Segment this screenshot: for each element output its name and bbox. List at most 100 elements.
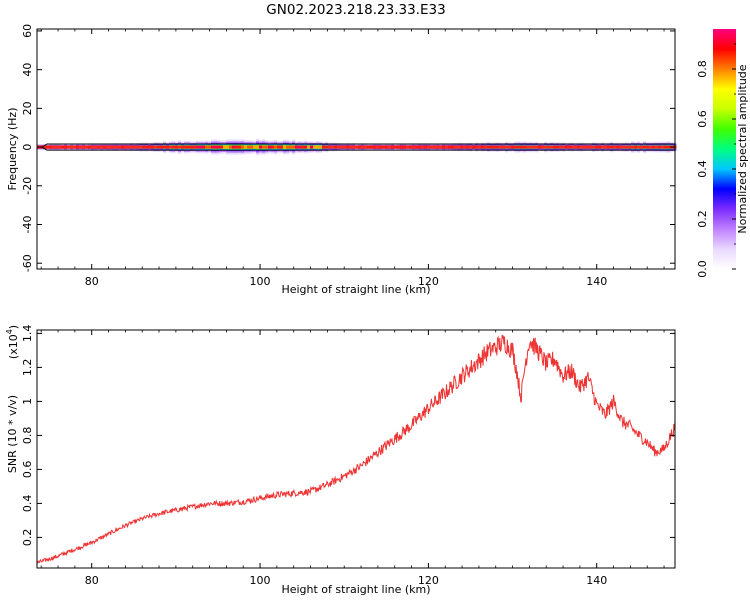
spectrogram-cell bbox=[376, 145, 380, 149]
spectrogram-cell bbox=[421, 145, 425, 149]
spectrogram-cell bbox=[331, 145, 335, 149]
colorbar-tick-label: 0.0 bbox=[696, 260, 709, 278]
spectrogram-cell bbox=[52, 145, 56, 149]
spectrogram-cell bbox=[118, 145, 122, 149]
snr-y-tick-label: 0.4 bbox=[21, 495, 34, 513]
spectrogram-cell bbox=[628, 145, 632, 149]
spectrogram-cell bbox=[349, 145, 353, 149]
spectrogram-cell bbox=[145, 145, 149, 149]
colorbar-tick-label: 0.8 bbox=[696, 60, 709, 78]
spectrogram-cell bbox=[121, 145, 125, 149]
spectrogram-cell bbox=[367, 145, 371, 149]
spectrogram-cell bbox=[388, 145, 392, 149]
spectrogram-cell bbox=[94, 145, 98, 149]
spectrogram-cell bbox=[166, 145, 170, 149]
spectrogram-cell bbox=[415, 145, 419, 149]
spectrogram-cell bbox=[313, 145, 317, 149]
spectrogram-cell bbox=[586, 145, 590, 149]
spectrogram-cell bbox=[271, 145, 275, 149]
snr-plot-frame bbox=[36, 329, 676, 569]
spectrogram-cell bbox=[463, 145, 467, 149]
snr-y-tick-label: 1 bbox=[21, 398, 34, 405]
spectrogram-cell bbox=[175, 145, 179, 149]
spectrogram-cell bbox=[418, 145, 422, 149]
spectrogram-y-tick-label: 60 bbox=[21, 24, 34, 38]
colorbar-tick-label: 0.4 bbox=[696, 160, 709, 178]
spectrogram-axes: 80 100 120 140 -60 -40 -20 0 20 40 60 bbox=[21, 24, 675, 288]
spectrogram-cell bbox=[88, 145, 92, 149]
snr-y-tick-label: 0.2 bbox=[21, 529, 34, 547]
spectrogram-cell bbox=[115, 145, 119, 149]
spectrogram-cell bbox=[490, 145, 494, 149]
spectrogram-cell bbox=[97, 145, 101, 149]
spectrogram-y-tick-label: -60 bbox=[21, 254, 34, 272]
spectrogram-x-tick-label: 120 bbox=[418, 275, 439, 288]
spectrogram-cell bbox=[142, 145, 146, 149]
spectrogram-cell bbox=[424, 145, 428, 149]
spectrogram-cell bbox=[634, 145, 638, 149]
spectrogram-cell bbox=[508, 145, 512, 149]
spectrogram-x-tick-label: 140 bbox=[586, 275, 607, 288]
spectrogram-cell bbox=[355, 145, 359, 149]
spectrogram-cell bbox=[187, 145, 191, 149]
spectrogram-cell bbox=[220, 145, 224, 149]
snr-x-tick-label: 120 bbox=[418, 574, 439, 587]
spectrogram-cell bbox=[112, 145, 116, 149]
snr-y-tick-label: 1.2 bbox=[21, 359, 34, 377]
spectrogram-cell bbox=[205, 145, 209, 149]
spectrogram-cell bbox=[67, 145, 71, 149]
spectrogram-cell bbox=[487, 145, 491, 149]
spectrogram-cell bbox=[616, 145, 620, 149]
spectrogram-cell bbox=[307, 145, 311, 149]
spectrogram-cell bbox=[472, 145, 476, 149]
spectrogram-cell bbox=[184, 145, 188, 149]
spectrogram-cell bbox=[202, 145, 206, 149]
spectrogram-cell bbox=[64, 145, 68, 149]
spectrogram-cell bbox=[79, 145, 83, 149]
spectrogram-cell bbox=[655, 145, 659, 149]
spectrogram-cell bbox=[232, 145, 236, 149]
snr-y-tick-label: 0.6 bbox=[21, 461, 34, 479]
spectrogram-cell bbox=[301, 145, 305, 149]
spectrogram-cell bbox=[406, 145, 410, 149]
snr-x-axis-label: Height of straight line (km) bbox=[281, 583, 430, 596]
spectrogram-cell bbox=[49, 145, 53, 149]
spectrogram-cell bbox=[46, 145, 50, 149]
spectrogram-cell bbox=[103, 145, 107, 149]
colorbar-tick-label: 0.2 bbox=[696, 210, 709, 228]
spectrogram-cell bbox=[265, 145, 269, 149]
spectrogram-cell bbox=[382, 145, 386, 149]
spectrogram-cell bbox=[601, 145, 605, 149]
spectrogram-cell bbox=[511, 145, 515, 149]
spectrogram-cell bbox=[568, 145, 572, 149]
spectrogram-cell bbox=[385, 145, 389, 149]
colorbar-ticks: 0.0 0.2 0.4 0.6 0.8 bbox=[696, 43, 736, 278]
spectrogram-cell bbox=[502, 145, 506, 149]
spectrogram-cell bbox=[412, 145, 416, 149]
spectrogram-cell bbox=[409, 145, 413, 149]
spectrogram-cell bbox=[151, 145, 155, 149]
spectrogram-x-tick-label: 100 bbox=[250, 275, 271, 288]
spectrogram-cell bbox=[439, 145, 443, 149]
snr-series-line bbox=[37, 334, 675, 564]
spectrogram-cell bbox=[256, 145, 260, 149]
spectrogram-cell bbox=[589, 145, 593, 149]
spectrogram-marks bbox=[37, 138, 677, 156]
spectrogram-cell bbox=[556, 145, 560, 149]
snr-y-multiplier-exp: 4 bbox=[5, 329, 14, 334]
spectrogram-cell bbox=[454, 145, 458, 149]
colorbar-label: Normalized spectral amplitude bbox=[736, 64, 749, 233]
spectrogram-cell bbox=[403, 145, 407, 149]
spectrogram-cell bbox=[157, 145, 161, 149]
spectrogram-cell bbox=[400, 145, 404, 149]
spectrogram-cell bbox=[169, 145, 173, 149]
spectrogram-cell bbox=[73, 145, 77, 149]
snr-y-multiplier-base: (x10 bbox=[7, 334, 20, 359]
spectrogram-cell bbox=[637, 145, 641, 149]
spectrogram-cell bbox=[397, 145, 401, 149]
spectrogram-cell bbox=[379, 145, 383, 149]
spectrogram-plot-frame bbox=[36, 28, 676, 270]
spectrogram-cell bbox=[484, 145, 488, 149]
snr-y-tick-label: 0.8 bbox=[21, 427, 34, 445]
spectrogram-cell bbox=[430, 145, 434, 149]
